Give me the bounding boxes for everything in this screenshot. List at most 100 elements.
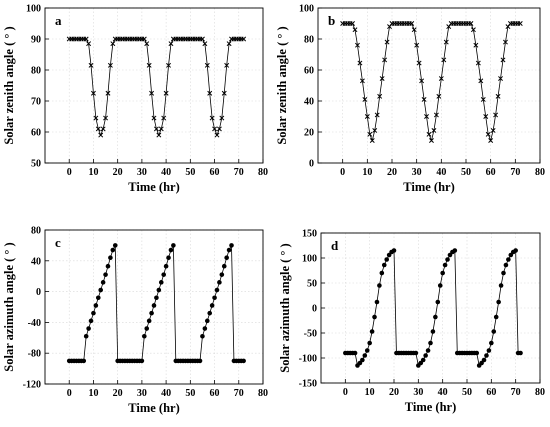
- data-point: [381, 262, 387, 268]
- data-point: [360, 357, 365, 363]
- y-axis-label: Solar azimuth angle ( ° ): [2, 242, 16, 371]
- data-point: [379, 270, 385, 276]
- panel-letter: b: [328, 13, 335, 28]
- y-tick-label: -80: [28, 349, 41, 360]
- y-tick-label: -120: [23, 380, 41, 391]
- data-point: [209, 115, 215, 121]
- y-tick-label: -50: [304, 329, 317, 340]
- x-tick-label: 40: [161, 167, 171, 178]
- data-point: [166, 255, 171, 261]
- data-point: [156, 132, 162, 138]
- y-tick-label: 80: [304, 35, 314, 46]
- data-point: [151, 303, 157, 308]
- data-point: [372, 127, 378, 133]
- data-point: [493, 314, 499, 320]
- y-axis-label: Solar zenith angle ( ° ): [2, 26, 16, 144]
- y-tick-label: -40: [28, 318, 41, 329]
- data-point: [105, 90, 111, 96]
- data-point: [83, 36, 89, 42]
- data-point: [474, 350, 480, 356]
- panel-letter: d: [331, 238, 339, 253]
- data-point: [468, 21, 474, 26]
- data-point: [384, 257, 390, 262]
- data-point: [414, 42, 420, 48]
- data-point: [168, 41, 174, 47]
- x-tick-label: 60: [486, 167, 496, 178]
- x-tick-label: 50: [185, 167, 195, 178]
- data-point: [483, 114, 489, 119]
- data-point: [384, 39, 390, 45]
- data-point: [144, 326, 150, 331]
- data-point: [496, 299, 501, 305]
- data-point: [442, 262, 448, 268]
- data-point: [224, 255, 229, 261]
- data-point: [146, 62, 152, 68]
- y-tick-label: 90: [31, 35, 41, 46]
- data-point: [90, 90, 96, 96]
- data-point: [379, 76, 385, 81]
- data-point: [421, 96, 427, 102]
- data-point: [221, 90, 227, 96]
- data-point: [362, 96, 368, 102]
- data-point: [481, 357, 487, 363]
- y-tick-label: 60: [304, 66, 314, 77]
- data-point: [241, 36, 247, 42]
- x-tick-label: 40: [161, 388, 171, 399]
- y-tick-label: 100: [26, 4, 41, 15]
- y-tick-label: 60: [31, 128, 41, 139]
- data-point: [362, 353, 368, 358]
- data-point: [146, 318, 152, 324]
- data-point: [229, 243, 234, 248]
- series-line: [342, 23, 521, 142]
- data-point: [485, 131, 491, 137]
- data-point: [217, 280, 222, 285]
- data-point: [149, 90, 155, 96]
- data-point: [443, 39, 449, 45]
- data-point: [445, 257, 450, 262]
- data-point: [470, 27, 476, 33]
- data-point: [377, 283, 382, 288]
- data-point: [207, 310, 213, 316]
- x-tick-label: 10: [362, 167, 372, 178]
- data-point: [352, 27, 358, 33]
- x-tick-label: 0: [67, 167, 72, 178]
- series-line: [69, 245, 244, 362]
- x-tick-label: 70: [234, 167, 244, 178]
- plot-frame: [44, 7, 264, 164]
- data-point: [486, 348, 492, 353]
- data-point: [161, 115, 167, 121]
- x-tick-label: 30: [137, 167, 147, 178]
- data-point: [151, 115, 157, 121]
- data-point: [166, 62, 171, 68]
- data-point: [440, 270, 445, 276]
- data-point: [503, 262, 509, 268]
- chart-panel-d: 0 10 20 30 40 50 60 70 80 -150 -100 -50 0 50 100 150 Tim…: [278, 229, 545, 415]
- data-point: [219, 272, 225, 277]
- data-point: [212, 126, 218, 132]
- chart-panel-b: 0 10 20 30 40 50 60 70 80 0 20 40 60 80 100 Time (hr) So…: [275, 4, 545, 195]
- y-tick-label: 100: [299, 4, 314, 15]
- data-point: [100, 126, 106, 132]
- y-tick-label: 100: [302, 254, 317, 265]
- data-point: [484, 353, 489, 358]
- data-point: [91, 310, 96, 316]
- x-axis-label: Time (hr): [128, 401, 180, 415]
- data-point: [163, 90, 169, 96]
- x-axis-label: Time (hr): [128, 180, 180, 194]
- data-point: [475, 60, 481, 66]
- y-tick-label: 40: [304, 97, 314, 108]
- x-tick-label: 60: [210, 388, 220, 399]
- data-point: [419, 78, 425, 84]
- data-point: [163, 263, 169, 269]
- data-point: [478, 78, 484, 84]
- data-point: [142, 333, 147, 339]
- plot-frame: [317, 7, 541, 164]
- y-tick-label: 0: [36, 287, 41, 298]
- data-point: [355, 42, 360, 48]
- data-point: [88, 318, 94, 324]
- x-tick-label: 50: [461, 167, 471, 178]
- data-point: [364, 348, 370, 353]
- data-point: [433, 314, 438, 320]
- y-tick-label: 150: [302, 229, 317, 240]
- data-point: [491, 329, 497, 334]
